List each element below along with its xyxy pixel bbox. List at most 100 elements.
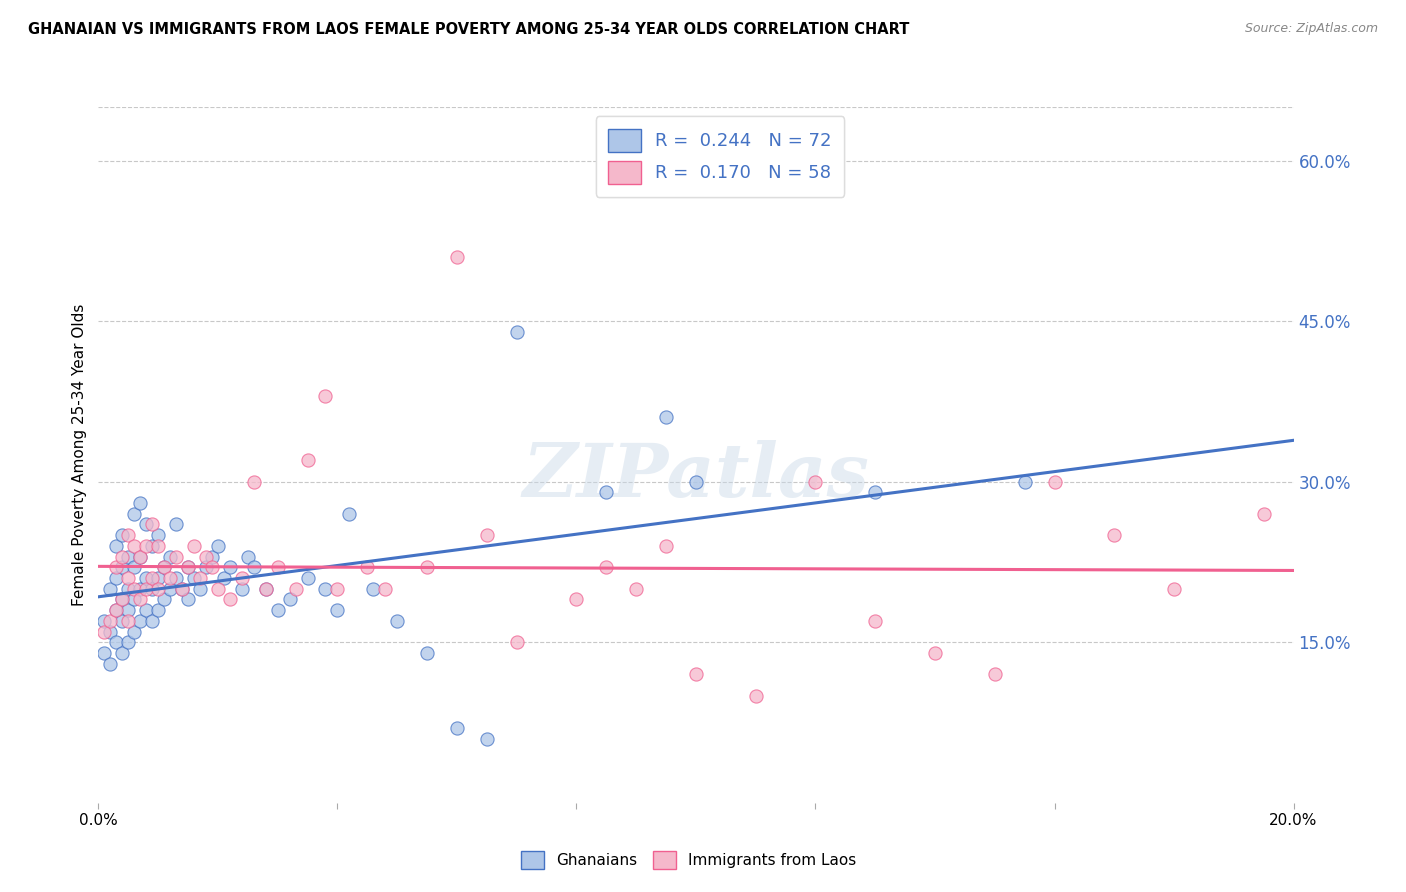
Point (188, 571, 211, 585)
Point (201, 560, 224, 574)
Point (685, 667, 707, 681)
Text: ZIPatlas: ZIPatlas (523, 440, 869, 512)
Point (135, 603, 157, 617)
Point (100, 657, 122, 671)
Point (183, 571, 205, 585)
Point (446, 721, 468, 735)
Point (924, 646, 946, 660)
Point (165, 571, 187, 585)
Point (177, 592, 200, 607)
Point (124, 582, 146, 596)
Point (745, 689, 768, 703)
Point (865, 485, 887, 500)
Point (177, 560, 200, 574)
Point (111, 646, 134, 660)
Point (129, 549, 152, 564)
Point (284, 582, 307, 596)
Point (111, 560, 134, 574)
Point (111, 592, 134, 607)
Point (148, 539, 170, 553)
Point (195, 549, 218, 564)
Point (326, 603, 349, 617)
Point (243, 560, 266, 574)
Point (219, 560, 242, 574)
Text: Source: ZipAtlas.com: Source: ZipAtlas.com (1244, 22, 1378, 36)
Point (315, 389, 337, 403)
Point (159, 549, 181, 564)
Point (475, 731, 498, 746)
Point (356, 560, 378, 574)
Point (153, 560, 176, 574)
Point (141, 571, 163, 585)
Point (111, 592, 134, 607)
Point (177, 560, 200, 574)
Point (207, 582, 229, 596)
Point (105, 571, 128, 585)
Point (267, 603, 290, 617)
Point (117, 549, 139, 564)
Point (254, 582, 277, 596)
Point (124, 624, 146, 639)
Point (297, 453, 319, 467)
Point (105, 539, 128, 553)
Point (117, 635, 139, 649)
Point (1104, 528, 1126, 542)
Point (984, 667, 1007, 681)
Point (267, 560, 290, 574)
Point (141, 614, 163, 628)
Point (804, 475, 827, 489)
Point (385, 614, 409, 628)
Point (105, 635, 128, 649)
Point (93, 646, 115, 660)
Point (105, 603, 128, 617)
Point (135, 539, 157, 553)
Point (339, 507, 360, 521)
Point (315, 582, 337, 596)
Point (124, 539, 146, 553)
Point (129, 496, 152, 510)
Point (100, 582, 122, 596)
Point (595, 485, 617, 500)
Point (565, 592, 588, 607)
Point (124, 560, 146, 574)
Point (363, 582, 385, 596)
Point (159, 582, 181, 596)
Point (231, 571, 253, 585)
Point (141, 517, 163, 532)
Point (93, 614, 115, 628)
Point (655, 539, 678, 553)
Point (172, 582, 194, 596)
Point (655, 410, 678, 425)
Point (374, 582, 396, 596)
Legend: Ghanaians, Immigrants from Laos: Ghanaians, Immigrants from Laos (516, 845, 862, 875)
Point (212, 571, 235, 585)
Point (865, 614, 887, 628)
Point (195, 560, 218, 574)
Point (416, 646, 439, 660)
Point (141, 582, 163, 596)
Point (236, 549, 259, 564)
Point (100, 614, 122, 628)
Point (129, 614, 152, 628)
Point (219, 592, 242, 607)
Point (188, 582, 211, 596)
Point (172, 582, 194, 596)
Point (111, 549, 134, 564)
Point (475, 528, 498, 542)
Point (1163, 582, 1185, 596)
Point (148, 571, 170, 585)
Point (254, 582, 277, 596)
Point (1253, 507, 1275, 521)
Point (326, 582, 349, 596)
Text: GHANAIAN VS IMMIGRANTS FROM LAOS FEMALE POVERTY AMONG 25-34 YEAR OLDS CORRELATIO: GHANAIAN VS IMMIGRANTS FROM LAOS FEMALE … (28, 22, 910, 37)
Point (111, 614, 134, 628)
Point (297, 571, 319, 585)
Point (105, 603, 128, 617)
Point (148, 603, 170, 617)
Point (278, 592, 301, 607)
Point (416, 560, 439, 574)
Point (117, 603, 139, 617)
Point (626, 582, 648, 596)
Point (685, 475, 707, 489)
Point (100, 624, 122, 639)
